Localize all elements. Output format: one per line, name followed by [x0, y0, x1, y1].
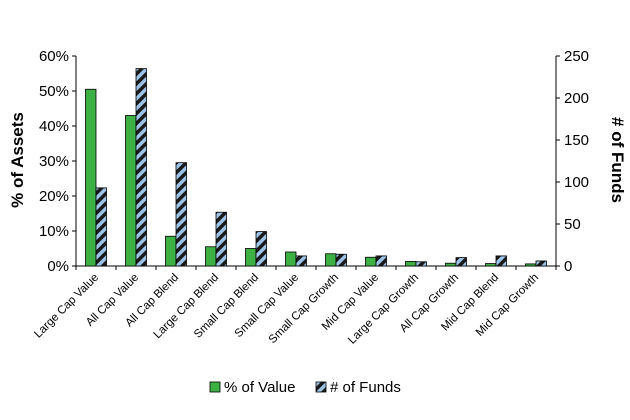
bar-pct-value [325, 253, 337, 267]
bar-pct-value [525, 263, 537, 267]
bar-pct-value [445, 262, 457, 267]
bar-num-funds [415, 261, 427, 267]
bar-pct-value [85, 88, 97, 267]
y2-tick-label: 50 [564, 216, 581, 233]
y-tick-label: 10% [39, 223, 69, 240]
y-axis-title: % of Assets [8, 112, 27, 208]
y2-tick-label: 100 [564, 174, 589, 191]
bar-num-funds [175, 162, 187, 267]
chart-tick-labels: 0% 10% 20% 30% 40% 50% 60% 0 50 100 150 200 250 Large… [32, 48, 589, 347]
legend: % of Value # of Funds [209, 379, 401, 396]
y2-tick-label: 0 [564, 258, 572, 275]
bar-pct-value [405, 261, 417, 267]
bar-pct-value [165, 235, 177, 267]
bar-pct-value [125, 115, 137, 267]
y2-tick-label: 150 [564, 132, 589, 149]
y-tick-label: 50% [39, 83, 69, 100]
bar-num-funds [255, 231, 267, 267]
y-tick-label: 60% [39, 48, 69, 65]
bar-num-funds [495, 255, 507, 267]
bar-num-funds [375, 255, 387, 267]
bar-pct-value [205, 246, 217, 267]
bar-num-funds [455, 257, 467, 267]
bar-num-funds [335, 253, 347, 267]
bar-num-funds [135, 68, 147, 267]
bar-pct-value [365, 256, 377, 267]
x-tick-label: Large Cap Growth [346, 272, 421, 347]
chart-axes [72, 55, 560, 270]
legend-label-pct-value: % of Value [224, 379, 295, 396]
legend-swatch-num-funds [315, 381, 327, 393]
bar-num-funds [535, 260, 547, 267]
legend-label-num-funds: # of Funds [330, 379, 401, 396]
bar-pct-value [245, 248, 257, 267]
chart-bars [85, 68, 547, 267]
legend-swatch-pct-value [209, 381, 221, 393]
bar-num-funds [215, 211, 227, 267]
x-tick-label: Small Cap Growth [267, 272, 341, 346]
y2-tick-label: 200 [564, 90, 589, 107]
x-tick-label: Large Cap Value [32, 272, 101, 341]
y2-axis-title: # of Funds [608, 117, 627, 203]
bar-num-funds [295, 255, 307, 267]
y2-tick-label: 250 [564, 48, 589, 65]
y-tick-label: 0% [47, 258, 69, 275]
bar-pct-value [285, 251, 297, 267]
y-tick-label: 30% [39, 153, 69, 170]
y-tick-label: 20% [39, 188, 69, 205]
bar-num-funds [95, 187, 107, 267]
y-tick-label: 40% [39, 118, 69, 135]
bar-pct-value [485, 263, 497, 267]
